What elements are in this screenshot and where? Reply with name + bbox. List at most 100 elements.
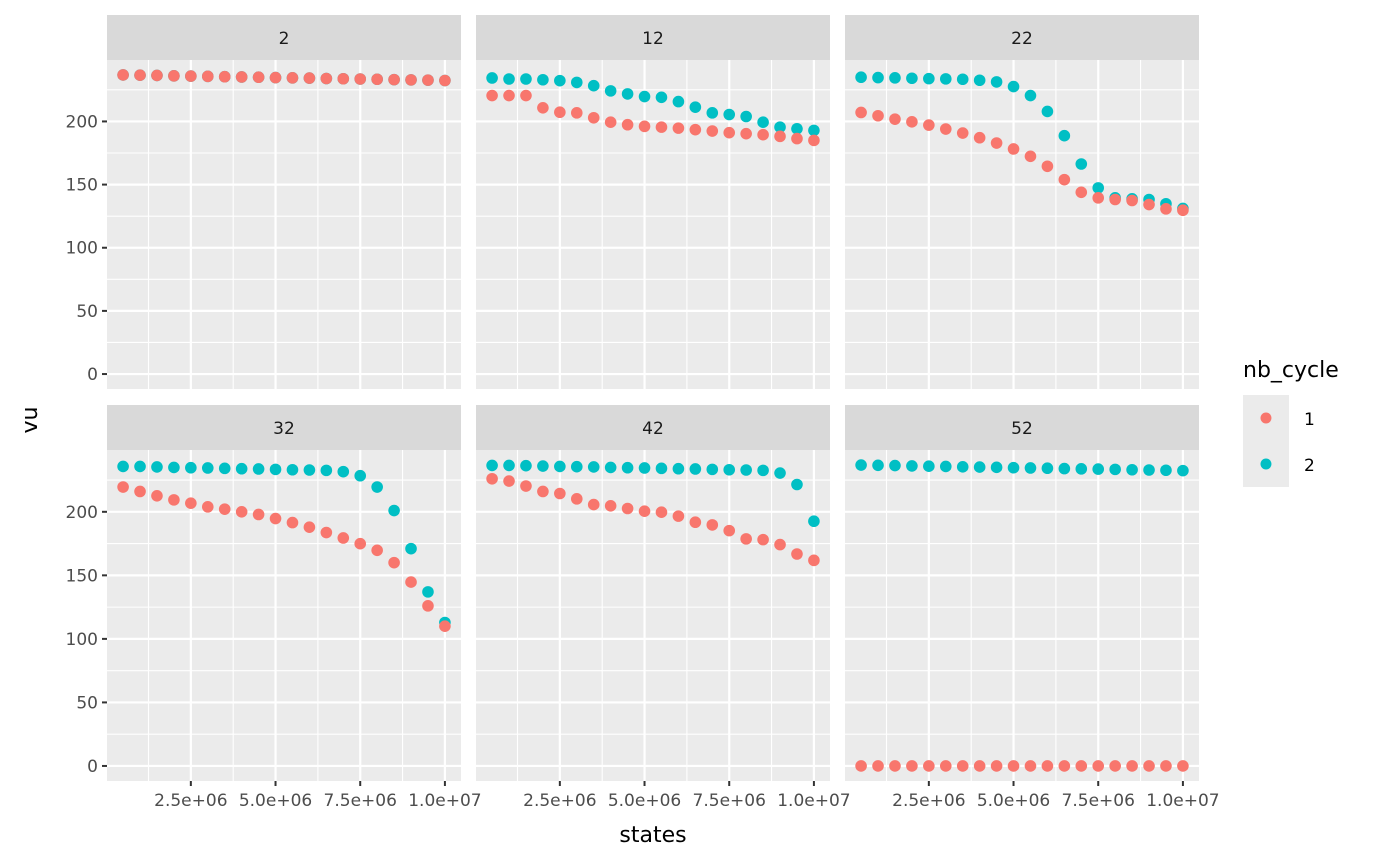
data-point: [570, 493, 583, 505]
x-tick-label: 7.5e+06: [324, 791, 397, 811]
facet-panel-22: 22: [845, 15, 1199, 389]
data-point: [218, 462, 231, 475]
data-point: [655, 121, 668, 133]
x-axis-title: states: [619, 823, 686, 848]
x-tick-label: 5.0e+06: [239, 791, 312, 811]
data-point: [689, 463, 702, 475]
data-point: [1177, 204, 1189, 217]
data-point: [337, 465, 350, 478]
data-point: [855, 760, 867, 772]
data-point: [117, 481, 129, 493]
y-tick-label: 150: [66, 566, 98, 586]
data-point: [689, 123, 702, 136]
data-point: [791, 132, 803, 145]
data-point: [621, 88, 634, 100]
y-tick-label: 0: [87, 365, 98, 385]
facet-panels: 2 0 50 100 150 200 12 22 32 0 50 100 150 200 2.5e+06 5.…: [66, 15, 1220, 811]
data-point: [1041, 760, 1054, 772]
data-point: [1058, 760, 1071, 772]
series-nb-cycle-2: [486, 459, 820, 528]
legend-key-background: [1243, 395, 1289, 487]
facet-strip: [845, 405, 1199, 450]
data-point: [201, 462, 214, 474]
y-tick-label: 150: [66, 176, 98, 196]
data-point: [1143, 464, 1155, 476]
panel-background: [845, 450, 1199, 781]
data-point: [956, 760, 969, 772]
data-point: [168, 494, 180, 506]
data-point: [1126, 194, 1138, 207]
data-point: [740, 110, 752, 123]
data-point: [218, 70, 231, 83]
legend: nb_cycle 1 2: [1243, 358, 1339, 487]
data-point: [117, 69, 129, 81]
data-point: [939, 460, 952, 473]
data-point: [520, 89, 532, 102]
data-point: [554, 460, 566, 473]
data-point: [185, 497, 197, 509]
facet-strip-label: 32: [273, 419, 295, 439]
data-point: [923, 460, 935, 472]
data-point: [286, 463, 299, 476]
data-point: [587, 498, 600, 511]
data-point: [201, 501, 214, 513]
data-point: [151, 489, 163, 502]
facet-panel-12: 12: [476, 15, 830, 389]
data-point: [973, 461, 986, 473]
data-point: [1007, 760, 1020, 772]
data-point: [537, 485, 549, 498]
data-point: [706, 519, 719, 531]
legend-label-2: 2: [1304, 456, 1315, 476]
data-point: [286, 516, 299, 529]
data-point: [337, 532, 350, 544]
data-point: [1075, 760, 1088, 772]
data-point: [185, 461, 197, 474]
data-point: [388, 504, 400, 517]
data-point: [872, 459, 884, 472]
data-point: [621, 118, 634, 131]
data-point: [1160, 760, 1172, 772]
x-tick-label: 2.5e+06: [892, 791, 965, 811]
data-point: [689, 101, 702, 113]
data-point: [939, 73, 952, 85]
data-point: [486, 89, 498, 102]
data-point: [503, 475, 515, 487]
data-point: [520, 73, 532, 85]
data-point: [252, 463, 265, 475]
facet-strip: [107, 405, 461, 450]
data-point: [808, 124, 820, 137]
data-point: [303, 72, 316, 84]
data-point: [486, 459, 498, 472]
data-point: [371, 73, 383, 86]
x-tick-label: 5.0e+06: [977, 791, 1050, 811]
data-point: [486, 472, 498, 485]
data-point: [570, 460, 583, 473]
data-point: [939, 760, 952, 772]
data-point: [973, 74, 986, 87]
data-point: [587, 111, 600, 124]
data-point: [252, 71, 265, 84]
data-point: [872, 71, 884, 84]
data-point: [554, 106, 566, 119]
data-point: [757, 533, 769, 546]
series-nb-cycle-2: [486, 72, 820, 137]
series-nb-cycle-1: [855, 760, 1189, 772]
series-nb-cycle-2: [117, 460, 451, 629]
x-tick-label: 2.5e+06: [154, 791, 227, 811]
data-point: [1024, 89, 1037, 102]
x-tick-label: 1.0e+07: [777, 791, 850, 811]
data-point: [638, 505, 651, 517]
data-point: [1177, 464, 1189, 477]
data-point: [486, 72, 498, 84]
y-tick-label: 50: [76, 302, 98, 322]
data-point: [439, 74, 451, 87]
x-tick-label: 2.5e+06: [523, 791, 596, 811]
series-nb-cycle-1: [486, 89, 820, 147]
data-point: [405, 74, 417, 86]
facet-strip: [107, 15, 461, 60]
data-point: [422, 586, 434, 598]
data-point: [1058, 462, 1071, 475]
data-point: [320, 72, 333, 85]
facet-panel-42: 42 2.5e+06 5.0e+06 7.5e+06 1.0e+07: [476, 405, 851, 811]
data-point: [1126, 463, 1138, 476]
